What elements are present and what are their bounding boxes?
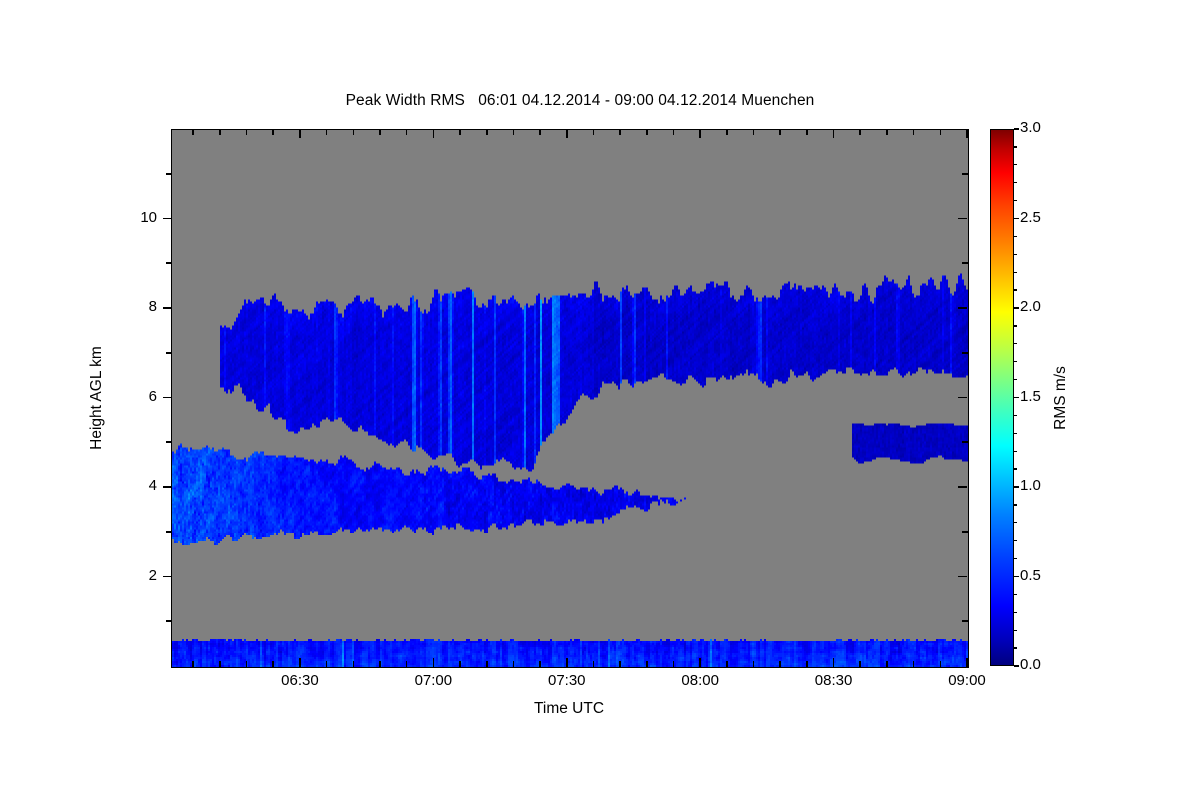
colorbar-minor-tick — [1014, 361, 1017, 363]
colorbar-tick-label: 1.5 — [1020, 387, 1041, 405]
colorbar-tick — [1014, 128, 1019, 130]
colorbar-minor-tick — [1014, 450, 1017, 452]
colorbar-minor-tick — [1014, 486, 1017, 488]
colorbar-minor-tick — [1014, 414, 1017, 417]
colorbar-minor-tick — [1014, 611, 1017, 613]
x-axis-tick-label: 07:30 — [547, 672, 586, 689]
colorbar-minor-tick — [1014, 557, 1017, 560]
colorbar-tick — [1014, 665, 1019, 667]
y-axis-tick-label: 10 — [140, 208, 157, 226]
x-axis-label: Time UTC — [533, 700, 605, 717]
colorbar-minor-tick — [1014, 325, 1017, 327]
colorbar-tick-label: 2.0 — [1020, 298, 1041, 315]
colorbar-minor-tick — [1014, 468, 1017, 470]
heatmap-plot-area[interactable] — [171, 129, 969, 668]
colorbar-minor-tick — [1014, 522, 1017, 524]
colorbar-minor-tick — [1014, 647, 1017, 649]
colorbar-minor-tick — [1014, 146, 1017, 148]
colorbar-minor-tick — [1014, 504, 1017, 506]
colorbar-gradient — [990, 129, 1014, 666]
x-axis-tick-label: 08:30 — [814, 672, 853, 689]
colorbar-minor-tick — [1014, 593, 1017, 596]
colorbar-tick-label: 2.5 — [1020, 208, 1041, 226]
colorbar-tick-label: 0.5 — [1020, 566, 1041, 584]
colorbar-minor-tick — [1014, 343, 1017, 345]
colorbar-minor-tick — [1014, 432, 1017, 434]
colorbar-tick — [1014, 396, 1019, 399]
y-axis-tick-label: 6 — [148, 387, 157, 405]
colorbar-minor-tick — [1014, 182, 1017, 184]
colorbar-minor-tick — [1014, 164, 1017, 166]
colorbar-minor-tick — [1014, 235, 1017, 238]
colorbar-tick-label: 0.0 — [1020, 656, 1041, 673]
y-axis-tick-label: 2 — [148, 566, 157, 584]
colorbar-minor-tick — [1014, 199, 1017, 202]
colorbar-minor-tick — [1014, 253, 1017, 255]
colorbar-minor-tick — [1014, 540, 1017, 542]
x-axis-tick-label: 08:00 — [681, 672, 719, 689]
colorbar-tick — [1014, 575, 1019, 578]
x-axis-tick-label: 09:00 — [948, 672, 986, 689]
colorbar-tick — [1014, 217, 1019, 220]
colorbar-tick — [1014, 307, 1019, 309]
colorbar-tick — [1014, 486, 1019, 488]
colorbar-minor-tick — [1014, 271, 1017, 273]
colorbar-minor-tick — [1014, 378, 1017, 381]
colorbar-tick-label: 3.0 — [1020, 119, 1041, 136]
y-axis-tick-label: 4 — [148, 477, 157, 494]
colorbar-label: RMS m/s — [1052, 366, 1069, 430]
x-axis-tick-label: 07:00 — [414, 672, 453, 689]
y-axis-label: Height AGL km — [88, 346, 105, 450]
colorbar-minor-tick — [1014, 289, 1017, 291]
colorbar-tick-label: 1.0 — [1020, 477, 1041, 494]
colorbar-minor-tick — [1014, 629, 1017, 631]
x-axis-tick-label: 06:30 — [281, 672, 319, 689]
heatmap-image — [172, 130, 968, 667]
page-title: Peak Width RMS 06:01 04.12.2014 - 09:00 … — [345, 92, 815, 109]
y-axis-tick-label: 8 — [148, 298, 157, 315]
colorbar[interactable] — [990, 129, 1014, 666]
